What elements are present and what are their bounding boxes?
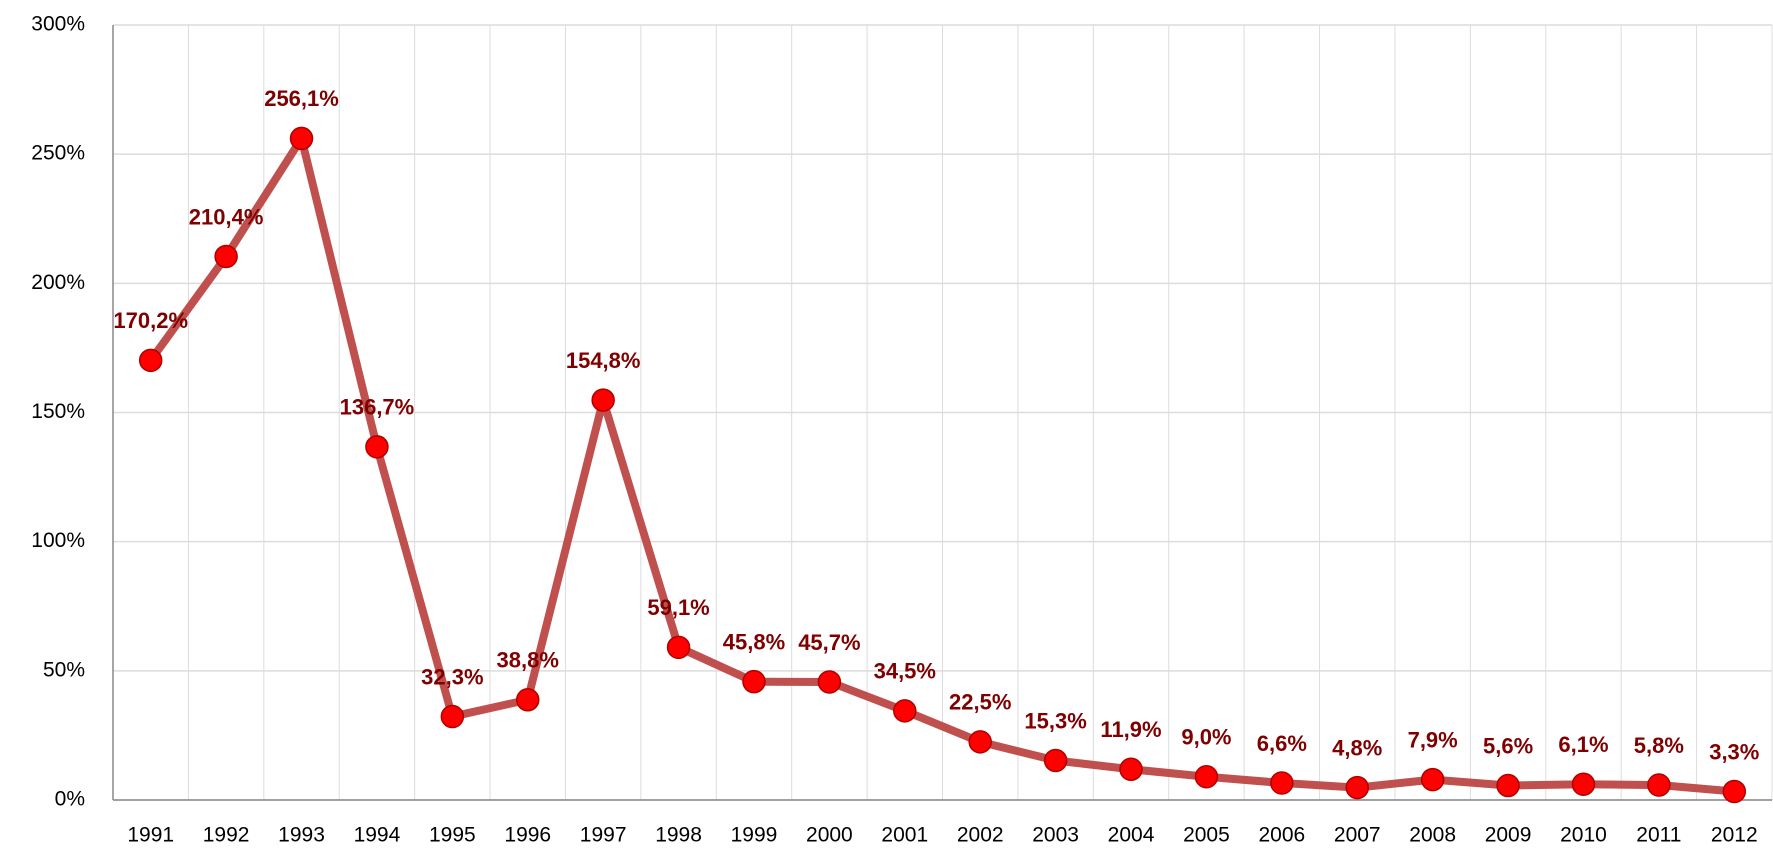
data-point (742, 669, 766, 694)
x-tick-label: 2009 (1485, 824, 1532, 847)
data-point (214, 244, 238, 269)
value-label: 5,6% (1483, 733, 1533, 758)
value-label: 15,3% (1024, 708, 1086, 733)
x-tick-label: 2000 (806, 824, 853, 847)
value-label: 22,5% (949, 690, 1011, 715)
data-point (817, 670, 842, 694)
x-tick-label: 2010 (1560, 824, 1607, 847)
x-tick-label: 2008 (1409, 824, 1456, 847)
x-tick-label: 1993 (278, 824, 325, 847)
x-tick-label: 2006 (1258, 824, 1305, 847)
value-label: 59,1% (647, 595, 709, 620)
value-label: 7,9% (1408, 727, 1458, 752)
value-label: 154,8% (566, 348, 641, 373)
value-label: 9,0% (1181, 725, 1231, 750)
y-tick-label: 0% (55, 788, 85, 811)
x-tick-label: 2011 (1636, 824, 1681, 847)
y-tick-label: 50% (43, 658, 85, 681)
data-point (138, 348, 163, 373)
x-tick-label: 1998 (655, 824, 702, 847)
x-tick-label: 2004 (1108, 824, 1155, 847)
data-point (365, 435, 389, 459)
data-point (893, 699, 917, 723)
x-tick-label: 2002 (957, 824, 1004, 847)
data-point (1496, 773, 1520, 798)
x-tick-label: 1991 (127, 824, 174, 847)
value-label: 210,4% (189, 204, 264, 229)
y-tick-label: 300% (31, 13, 85, 36)
value-label: 45,8% (723, 629, 785, 654)
data-point (1647, 773, 1671, 797)
data-point (440, 704, 465, 729)
x-tick-label: 1997 (580, 824, 627, 847)
value-label: 256,1% (264, 86, 339, 111)
x-tick-label: 1995 (429, 824, 476, 847)
value-label: 5,8% (1634, 733, 1684, 758)
y-tick-label: 150% (31, 400, 85, 423)
value-label: 11,9% (1100, 717, 1161, 742)
data-point (1420, 767, 1445, 792)
value-label: 34,5% (874, 659, 936, 684)
value-label: 6,1% (1558, 732, 1608, 757)
value-label: 6,6% (1257, 731, 1307, 756)
data-point (289, 126, 314, 151)
value-label: 38,8% (497, 648, 559, 673)
data-point (1119, 757, 1143, 782)
data-point (1270, 771, 1294, 795)
data-line (147, 134, 1735, 796)
y-tick-label: 200% (31, 271, 85, 294)
x-tick-label: 1994 (354, 824, 401, 847)
x-tick-label: 2005 (1183, 824, 1230, 847)
x-tick-label: 2001 (881, 824, 928, 847)
y-tick-label: 250% (31, 142, 85, 165)
value-label: 3,3% (1709, 739, 1759, 764)
x-tick-label: 2012 (1711, 824, 1758, 847)
value-label: 45,7% (798, 630, 860, 655)
data-point (968, 730, 992, 754)
data-point (591, 388, 615, 412)
data-point (1345, 775, 1369, 800)
x-tick-label: 1996 (504, 824, 551, 847)
y-tick-label: 100% (31, 529, 85, 552)
x-tick-label: 1999 (731, 824, 778, 847)
data-point (1194, 765, 1219, 789)
value-label: 4,8% (1332, 735, 1382, 760)
x-tick-label: 2003 (1032, 824, 1079, 847)
x-tick-label: 1992 (203, 824, 250, 847)
data-point (1722, 779, 1747, 804)
data-point (1043, 748, 1068, 773)
value-label: 136,7% (340, 395, 415, 420)
data-point (666, 635, 691, 660)
value-label: 32,3% (421, 664, 483, 689)
value-label: 170,2% (113, 308, 188, 333)
x-tick-label: 2007 (1334, 824, 1381, 847)
data-point (516, 688, 540, 712)
data-point (1571, 772, 1596, 796)
